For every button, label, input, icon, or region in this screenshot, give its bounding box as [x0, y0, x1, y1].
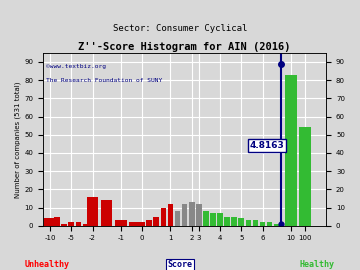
Bar — [260, 222, 265, 226]
Bar — [115, 220, 127, 226]
Bar — [62, 224, 67, 226]
Bar — [76, 222, 81, 226]
Text: The Research Foundation of SUNY: The Research Foundation of SUNY — [46, 78, 162, 83]
Text: Unhealthy: Unhealthy — [24, 260, 69, 269]
Title: Z''-Score Histogram for AIN (2016): Z''-Score Histogram for AIN (2016) — [78, 42, 291, 52]
Bar — [153, 217, 159, 226]
Bar — [161, 208, 166, 226]
Bar — [203, 211, 209, 226]
Bar — [139, 222, 145, 226]
Bar — [285, 75, 297, 226]
Bar — [129, 222, 141, 226]
Bar — [300, 127, 311, 226]
Bar — [87, 197, 98, 226]
Bar — [274, 224, 279, 226]
Bar — [68, 222, 74, 226]
Bar — [175, 211, 180, 226]
Bar — [83, 224, 88, 226]
Bar — [246, 220, 251, 226]
Bar — [54, 217, 60, 226]
Bar — [267, 222, 273, 226]
Text: Healthy: Healthy — [299, 260, 334, 269]
Text: ©www.textbiz.org: ©www.textbiz.org — [46, 64, 106, 69]
Text: Score: Score — [167, 260, 193, 269]
Bar — [231, 217, 237, 226]
Bar — [168, 204, 173, 226]
Bar — [224, 217, 230, 226]
Bar — [238, 218, 244, 226]
Bar — [189, 202, 194, 226]
Bar — [196, 204, 202, 226]
Bar — [210, 213, 216, 226]
Bar — [44, 218, 56, 226]
Y-axis label: Number of companies (531 total): Number of companies (531 total) — [15, 81, 22, 198]
Bar — [253, 220, 258, 226]
Text: 4.8163: 4.8163 — [249, 141, 284, 150]
Text: Sector: Consumer Cyclical: Sector: Consumer Cyclical — [113, 24, 247, 33]
Bar — [147, 220, 152, 226]
Bar — [182, 204, 188, 226]
Bar — [101, 200, 112, 226]
Bar — [217, 213, 223, 226]
